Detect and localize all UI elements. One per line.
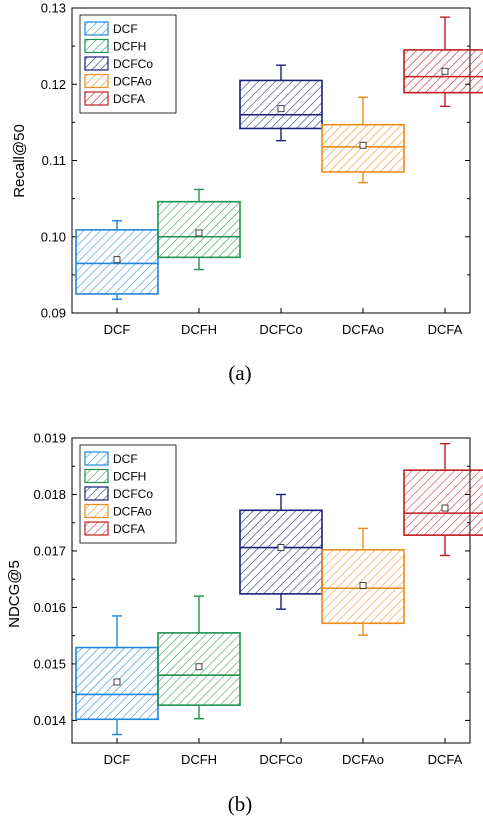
y-tick-label: 0.017	[33, 543, 66, 558]
legend-item-dcfh: DCFH	[84, 468, 146, 484]
mean-marker	[113, 678, 121, 686]
y-tick-label: 0.019	[33, 431, 66, 446]
legend-label: DCF	[113, 22, 138, 36]
legend-label: DCFCo	[113, 487, 153, 501]
box-dcfao	[321, 527, 405, 636]
legend-label: DCFAo	[113, 75, 152, 89]
legend-item-dcf: DCF	[84, 451, 138, 466]
legend-item-dcfao: DCFAo	[84, 503, 152, 519]
legend-item-dcfco: DCFCo	[84, 56, 153, 71]
legend-swatch	[84, 521, 109, 536]
legend-swatch	[84, 21, 109, 36]
box-dcfa	[403, 442, 483, 557]
legend-item-dcfa: DCFA	[84, 521, 145, 536]
x-tick-label: DCFAo	[342, 322, 384, 337]
mean-marker	[195, 663, 203, 671]
legend-swatch	[84, 73, 109, 89]
y-tick-label: 0.12	[41, 77, 66, 92]
legend-swatch	[84, 503, 109, 519]
x-tick-label: DCFA	[428, 752, 463, 767]
x-tick-label: DCF	[104, 322, 131, 337]
legend-label: DCF	[113, 452, 138, 466]
y-tick-label: 0.015	[33, 656, 66, 671]
legend-label: DCFH	[113, 470, 146, 484]
x-tick-label: DCFH	[181, 322, 217, 337]
y-tick-label: 0.016	[33, 600, 66, 615]
legend-item-dcf: DCF	[84, 21, 138, 36]
legend-item-dcfco: DCFCo	[84, 486, 153, 501]
x-tick-label: DCFCo	[259, 752, 302, 767]
box-body	[239, 79, 323, 130]
x-tick-label: DCFAo	[342, 752, 384, 767]
legend-item-dcfa: DCFA	[84, 91, 145, 106]
legend-swatch	[84, 56, 109, 71]
legend-label: DCFA	[113, 522, 145, 536]
caption-b: (b)	[228, 792, 253, 816]
legend-label: DCFA	[113, 92, 145, 106]
legend-swatch	[84, 486, 109, 501]
chart-panel-b: NDCG@5 (b) 0.014 0.015 0.016 0.017 0.018 0.01…	[6, 431, 483, 816]
y-tick-label: 0.13	[41, 1, 66, 16]
box-dcfco	[239, 64, 323, 142]
mean-marker	[277, 105, 285, 113]
mean-marker	[195, 229, 203, 237]
y-tick-label: 0.014	[33, 713, 66, 728]
legend-label: DCFH	[113, 40, 146, 54]
y-axis-label-b: NDCG@5	[6, 560, 23, 628]
box-body	[239, 509, 323, 595]
box-body	[403, 469, 483, 536]
y-tick-label: 0.018	[33, 487, 66, 502]
legend-item-dcfh: DCFH	[84, 38, 146, 54]
mean-marker	[359, 141, 367, 149]
y-axis-label-a: Recall@50	[11, 124, 28, 198]
box-dcfao	[321, 96, 405, 184]
legend-item-dcfao: DCFAo	[84, 73, 152, 89]
box-dcf	[75, 615, 159, 736]
y-tick-label: 0.09	[41, 306, 66, 321]
x-tick-label: DCFA	[428, 322, 463, 337]
legend-label: DCFCo	[113, 57, 153, 71]
box-dcfh	[157, 188, 241, 271]
x-tick-label: DCFH	[181, 752, 217, 767]
mean-marker	[277, 544, 285, 552]
legend-swatch	[84, 451, 109, 466]
box-dcfh	[157, 595, 241, 720]
mean-marker	[359, 581, 367, 589]
x-tick-label: DCFCo	[259, 322, 302, 337]
legend-swatch	[84, 468, 109, 484]
legend-swatch	[84, 91, 109, 106]
mean-marker	[441, 67, 449, 75]
x-tick-label: DCF	[104, 752, 131, 767]
y-tick-label: 0.10	[41, 229, 66, 244]
box-dcfco	[239, 493, 323, 610]
legend-a: DCF DCFH DCFCo DCFAo DCFA	[79, 14, 177, 114]
box-dcfa	[403, 16, 483, 108]
legend-swatch	[84, 38, 109, 54]
legend-b: DCF DCFH DCFCo DCFAo DCFA	[79, 444, 177, 544]
y-tick-label: 0.11	[42, 153, 66, 168]
plot-frame-b	[71, 437, 471, 744]
caption-a: (a)	[228, 361, 251, 385]
mean-marker	[441, 504, 449, 512]
legend-label: DCFAo	[113, 505, 152, 519]
box-dcf	[75, 220, 159, 300]
mean-marker	[113, 256, 121, 264]
